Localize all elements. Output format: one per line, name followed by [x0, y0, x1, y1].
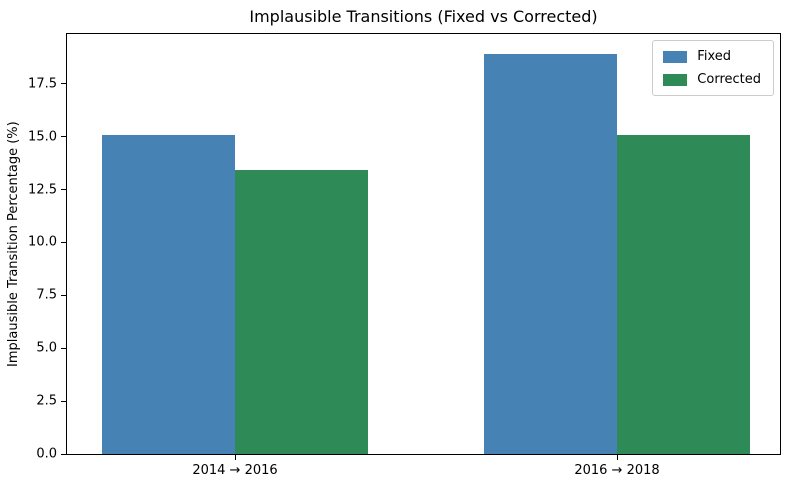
bar-fixed-0: [102, 134, 235, 454]
legend-label-corrected: Corrected: [697, 72, 761, 87]
y-tick-mark: [61, 294, 66, 296]
bar-corrected-0: [235, 170, 368, 454]
y-tick-mark: [61, 241, 66, 243]
x-tick-label: 2014 → 2016: [192, 463, 278, 478]
y-tick-mark: [61, 83, 66, 85]
y-tick-label: 17.5: [28, 76, 57, 92]
bar-corrected-1: [617, 134, 750, 454]
legend-swatch-fixed: [663, 50, 688, 63]
y-tick-mark: [61, 189, 66, 191]
y-tick-mark: [61, 347, 66, 349]
x-tick-mark: [617, 455, 618, 460]
bar-fixed-1: [484, 54, 617, 454]
legend-item-fixed: Fixed: [663, 49, 761, 64]
y-tick-mark: [61, 400, 66, 402]
y-tick-label: 0.0: [36, 446, 57, 462]
y-tick-label: 12.5: [28, 182, 57, 198]
legend-label-fixed: Fixed: [697, 49, 731, 64]
y-tick-mark: [61, 453, 66, 455]
y-axis-label: Implausible Transition Percentage (%): [6, 121, 21, 367]
legend-item-corrected: Corrected: [663, 72, 761, 87]
legend-swatch-corrected: [663, 73, 688, 86]
y-tick-label: 2.5: [36, 393, 57, 409]
y-tick-label: 5.0: [36, 340, 57, 356]
legend: Fixed Corrected: [652, 40, 774, 96]
legend-items: Fixed Corrected: [663, 49, 761, 87]
chart-title: Implausible Transitions (Fixed vs Correc…: [249, 7, 598, 26]
x-tick-label: 2016 → 2018: [574, 463, 660, 478]
x-axis-ticks: 2014 → 2016 2016 → 2018: [67, 34, 780, 478]
x-tick-mark: [235, 455, 236, 460]
y-axis-ticks: 0.0 2.5 5.0 7.5 10.0 12.5 15.0 17.5: [28, 34, 780, 462]
bars-layer: [67, 34, 780, 454]
y-tick-mark: [61, 136, 66, 138]
plot-area: 0.0 2.5 5.0 7.5 10.0 12.5 15.0 17.5 2014 → 2016…: [28, 33, 781, 478]
y-tick-label: 10.0: [28, 234, 57, 250]
y-tick-label: 7.5: [36, 287, 57, 303]
y-tick-label: 15.0: [28, 129, 57, 145]
